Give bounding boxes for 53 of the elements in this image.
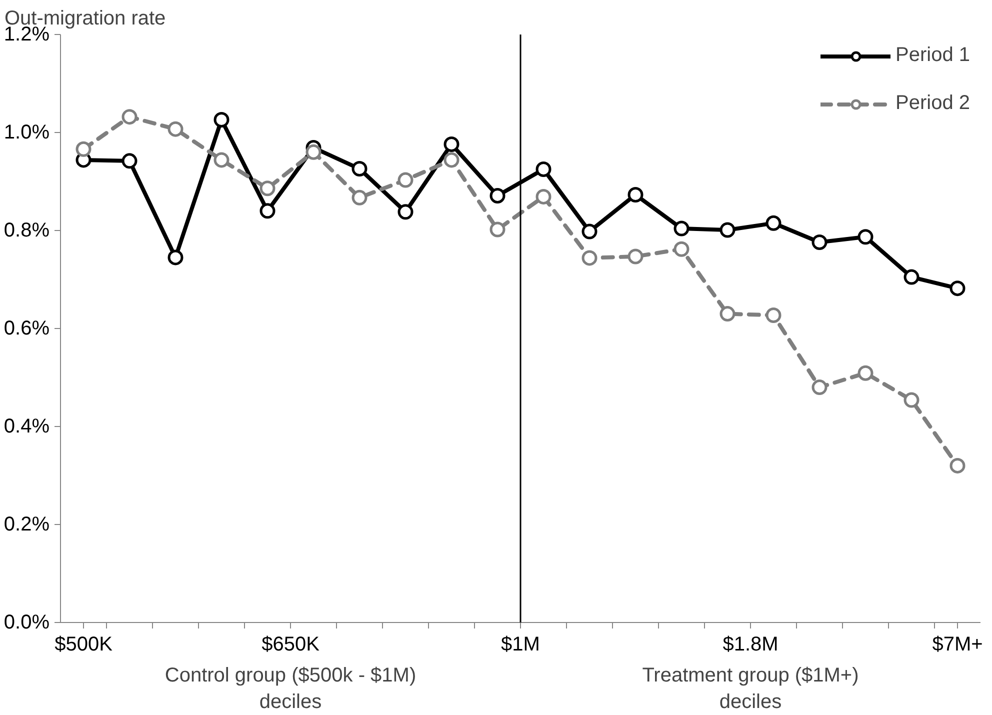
point [950, 458, 966, 474]
x-tick-label: $7M+ [932, 634, 983, 656]
point [904, 269, 920, 285]
legend-label: Period 1 [896, 44, 970, 67]
point [490, 222, 506, 238]
y-tick-label: 0.6% [4, 318, 50, 340]
legend-label: Period 2 [896, 92, 970, 115]
text: $1M [501, 634, 540, 656]
point [214, 112, 230, 128]
point [674, 220, 690, 236]
point [766, 308, 782, 324]
point [858, 229, 874, 245]
point [398, 172, 414, 188]
point [490, 188, 506, 204]
y-tick-label: 0.0% [4, 612, 50, 634]
point [352, 161, 368, 176]
point [260, 203, 276, 219]
point [398, 204, 414, 220]
point [306, 144, 322, 160]
y-tick-label: 0.8% [4, 220, 50, 242]
point [168, 121, 184, 137]
text: $650K [262, 634, 320, 656]
point [352, 190, 368, 206]
point [720, 222, 736, 238]
point [812, 234, 828, 250]
text: $1.8M [722, 634, 778, 656]
point [766, 215, 782, 231]
point [858, 365, 874, 381]
point [122, 109, 138, 125]
point [950, 280, 966, 296]
point [582, 224, 598, 240]
point [260, 180, 276, 196]
text: Control group ($500k - $1M) deciles [164, 664, 416, 713]
point [76, 141, 92, 157]
y-tick-label: 0.4% [4, 416, 50, 438]
point [812, 380, 828, 396]
point [720, 306, 736, 322]
point [628, 248, 644, 264]
y-tick-label: 1.0% [4, 122, 50, 144]
point [674, 241, 690, 257]
point [904, 392, 920, 408]
point [444, 152, 460, 168]
point [444, 136, 460, 152]
y-tick-label: 0.2% [4, 514, 50, 536]
point [122, 153, 138, 169]
x-tick-label: $500K [54, 634, 114, 656]
text: Treatment group ($1M+) deciles [642, 664, 859, 713]
point [214, 152, 230, 168]
point [582, 250, 598, 266]
point [536, 188, 552, 204]
point [168, 250, 184, 266]
point [628, 186, 644, 202]
point [536, 162, 552, 177]
